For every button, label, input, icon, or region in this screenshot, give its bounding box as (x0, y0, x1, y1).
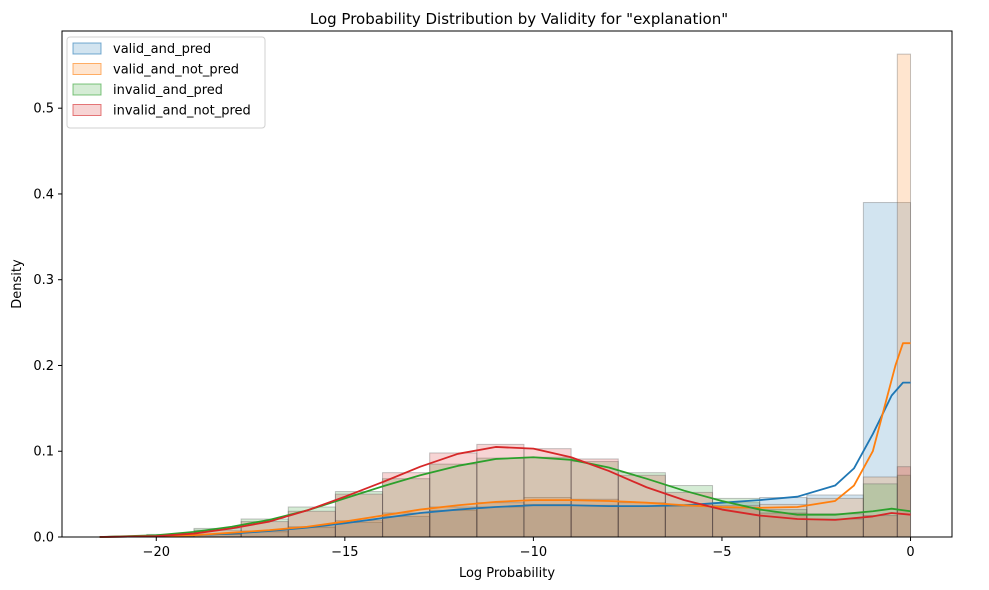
y-axis-ticks: 0.0 0.1 0.2 0.3 0.4 0.5 (33, 102, 62, 546)
x-tick-label: 0 (906, 545, 914, 560)
legend-swatch-invalid_and_pred (72, 83, 102, 96)
bar-invalid_and_not_pred-7 (429, 452, 478, 538)
bar-invalid_and_pred-10 (570, 461, 619, 538)
legend-label-invalid_and_not_pred: invalid_and_not_pred (113, 104, 251, 119)
kde-line-valid_and_not_pred (99, 342, 911, 538)
kde-line-invalid_and_not_pred (99, 446, 911, 538)
bar-invalid_and_not_pred-9 (523, 448, 572, 538)
bar-valid_and_pred-8 (476, 506, 525, 538)
bar-invalid_and_pred-9 (523, 456, 572, 538)
bar-valid_and_not_pred-8 (476, 502, 525, 538)
y-tick-label: 0.1 (33, 445, 54, 460)
x-tick-label: −10 (520, 545, 547, 560)
bar-valid_and_not_pred-12 (664, 503, 714, 538)
y-tick-label: 0.2 (33, 359, 54, 374)
x-tick-label: −20 (143, 545, 170, 560)
chart-title: Log Probability Distribution by Validity… (310, 10, 728, 28)
plot-area (99, 53, 912, 538)
legend: valid_and_pred valid_and_not_pred invalid_… (66, 36, 266, 129)
kde-lines (99, 342, 911, 538)
bar-invalid_and_not_pred-15 (806, 518, 864, 538)
bar-valid_and_not_pred-11 (617, 502, 666, 538)
bar-valid_and_pred-10 (570, 504, 619, 538)
bar-invalid_and_not_pred-8 (476, 443, 525, 538)
legend-swatch-invalid_and_not_pred (72, 104, 102, 116)
bar-invalid_and_pred-7 (429, 463, 478, 538)
bar-invalid_and_not_pred-6 (382, 472, 431, 538)
histogram-bars (146, 53, 912, 538)
bar-valid_and_not_pred-16 (862, 476, 898, 538)
y-tick-label: 0.0 (33, 531, 54, 546)
x-axis-ticks: −20 −15 −10 −5 0 (143, 537, 915, 560)
y-tick-label: 0.5 (33, 102, 54, 117)
bar-invalid_and_pred-12 (664, 485, 714, 538)
bar-invalid_and_not_pred-12 (664, 491, 714, 538)
bar-invalid_and_not_pred-16 (862, 515, 898, 538)
x-axis-label: Log Probability (459, 566, 555, 581)
bar-valid_and_pred-9 (523, 503, 572, 538)
legend-label-valid_and_pred: valid_and_pred (113, 42, 211, 57)
bar-invalid_and_not_pred-17 (896, 466, 912, 538)
legend-swatch-valid_and_not_pred (72, 63, 102, 75)
legend-swatch-valid_and_pred (72, 42, 102, 55)
legend-label-valid_and_not_pred: valid_and_not_pred (113, 63, 239, 78)
bar-valid_and_pred-15 (806, 494, 864, 538)
x-tick-label: −15 (331, 545, 358, 560)
y-tick-label: 0.3 (33, 273, 54, 288)
kde-line-invalid_and_pred (99, 456, 911, 538)
plot-frame (61, 30, 953, 538)
legend-label-invalid_and_pred: invalid_and_pred (113, 83, 223, 98)
y-axis-label: Density (10, 259, 25, 309)
bar-invalid_and_pred-6 (382, 478, 431, 538)
legend-box (66, 36, 266, 129)
bar-invalid_and_not_pred-13 (712, 504, 761, 538)
bar-invalid_and_not_pred-10 (570, 458, 619, 538)
bar-invalid_and_pred-4 (287, 506, 336, 538)
x-tick-label: −5 (712, 545, 731, 560)
y-tick-label: 0.4 (33, 187, 54, 202)
bar-valid_and_pred-11 (617, 505, 666, 538)
bar-valid_and_pred-16 (862, 202, 912, 538)
bar-valid_and_not_pred-17 (896, 53, 912, 538)
bar-invalid_and_not_pred-5 (334, 493, 384, 538)
bar-valid_and_pred-12 (664, 505, 714, 538)
